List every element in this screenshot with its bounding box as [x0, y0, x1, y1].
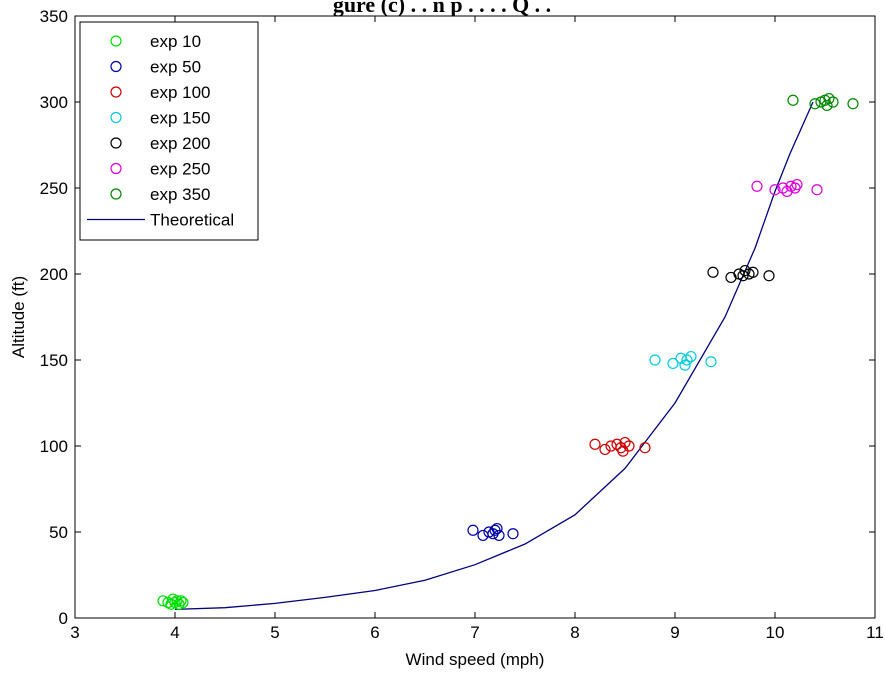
- legend-label: exp 150: [150, 109, 211, 128]
- data-point-exp-150: [679, 359, 691, 371]
- x-tick-label: 5: [270, 623, 279, 642]
- data-point-exp-100: [599, 443, 611, 456]
- x-tick-label: 9: [670, 623, 679, 642]
- data-point-exp-250: [751, 180, 763, 192]
- data-point-exp-200: [737, 270, 749, 282]
- x-tick-label: 4: [170, 623, 179, 642]
- data-point-exp-10: [177, 596, 189, 609]
- legend-label: exp 350: [150, 185, 211, 204]
- legend-label: exp 10: [150, 32, 201, 51]
- legend-marker: [110, 137, 122, 149]
- y-tick-label: 150: [40, 351, 68, 370]
- data-point-exp-100: [639, 442, 651, 454]
- legend-label: exp 200: [150, 134, 211, 153]
- y-axis: 0 50 100 150 200 250 300 350: [40, 7, 875, 628]
- legend-label: exp 250: [150, 160, 211, 179]
- data-point-exp-200: [763, 270, 775, 282]
- data-point-exp-50: [493, 529, 505, 542]
- data-point-exp-150: [649, 354, 661, 366]
- data-point-exp-150: [705, 356, 717, 368]
- legend-box: [79, 21, 259, 241]
- data-point-exp-100: [589, 438, 601, 450]
- data-point-exp-350: [787, 94, 799, 106]
- legend-label: exp 50: [150, 58, 201, 77]
- data-point-exp-350: [809, 98, 821, 110]
- data-point-exp-200: [747, 266, 759, 278]
- data-point-exp-50: [467, 524, 479, 536]
- data-points-layer: [157, 92, 859, 610]
- y-tick-label: 50: [49, 523, 68, 542]
- y-axis-label: Altitude (ft): [9, 276, 28, 358]
- data-point-exp-350: [847, 98, 859, 110]
- data-point-exp-350: [823, 92, 835, 105]
- y-tick-label: 250: [40, 179, 68, 198]
- x-axis: 3 4 5 6 7 8 9 10 11: [70, 16, 884, 642]
- data-point-exp-100: [623, 440, 635, 452]
- data-point-exp-250: [769, 184, 781, 196]
- legend-marker: [110, 60, 122, 73]
- legend-label: exp 100: [150, 83, 211, 102]
- x-axis-label: Wind speed (mph): [406, 650, 545, 669]
- data-point-exp-150: [685, 350, 697, 363]
- data-point-exp-350: [821, 99, 833, 112]
- data-point-exp-150: [667, 357, 679, 370]
- data-point-exp-50: [507, 528, 519, 540]
- y-tick-label: 100: [40, 437, 68, 456]
- x-tick-label: 10: [766, 623, 785, 642]
- chart-title: gure (c) . . n p . . . . Q . .: [333, 0, 551, 17]
- y-tick-label: 350: [40, 7, 68, 26]
- data-point-exp-250: [791, 178, 803, 191]
- data-point-exp-100: [619, 436, 631, 449]
- theoretical-curve: [174, 101, 814, 611]
- x-tick-label: 3: [70, 623, 79, 642]
- legend-marker: [110, 35, 122, 47]
- data-point-exp-10: [175, 595, 187, 607]
- legend-label: Theoretical: [150, 211, 234, 230]
- y-tick-label: 300: [40, 93, 68, 112]
- y-tick-label: 0: [59, 609, 68, 628]
- legend-marker: [110, 162, 122, 175]
- theoretical-curve-layer: [174, 101, 814, 611]
- data-point-exp-50: [491, 522, 503, 535]
- x-tick-label: 11: [866, 623, 884, 642]
- legend-marker: [110, 111, 122, 124]
- y-tick-label: 200: [40, 265, 68, 284]
- x-tick-label: 7: [470, 623, 479, 642]
- x-tick-label: 6: [370, 623, 379, 642]
- legend-marker: [110, 86, 122, 98]
- data-point-exp-150: [681, 354, 693, 366]
- data-point-exp-250: [777, 182, 789, 194]
- legend: exp 10 exp 50 exp 100 exp 150 exp 200 exp 250…: [79, 21, 259, 241]
- data-point-exp-200: [739, 264, 751, 277]
- data-point-exp-200: [707, 266, 719, 278]
- data-point-exp-350: [827, 96, 839, 108]
- legend-marker: [110, 188, 122, 200]
- x-tick-label: 8: [570, 623, 579, 642]
- data-point-exp-100: [611, 438, 623, 450]
- data-point-exp-250: [811, 184, 823, 196]
